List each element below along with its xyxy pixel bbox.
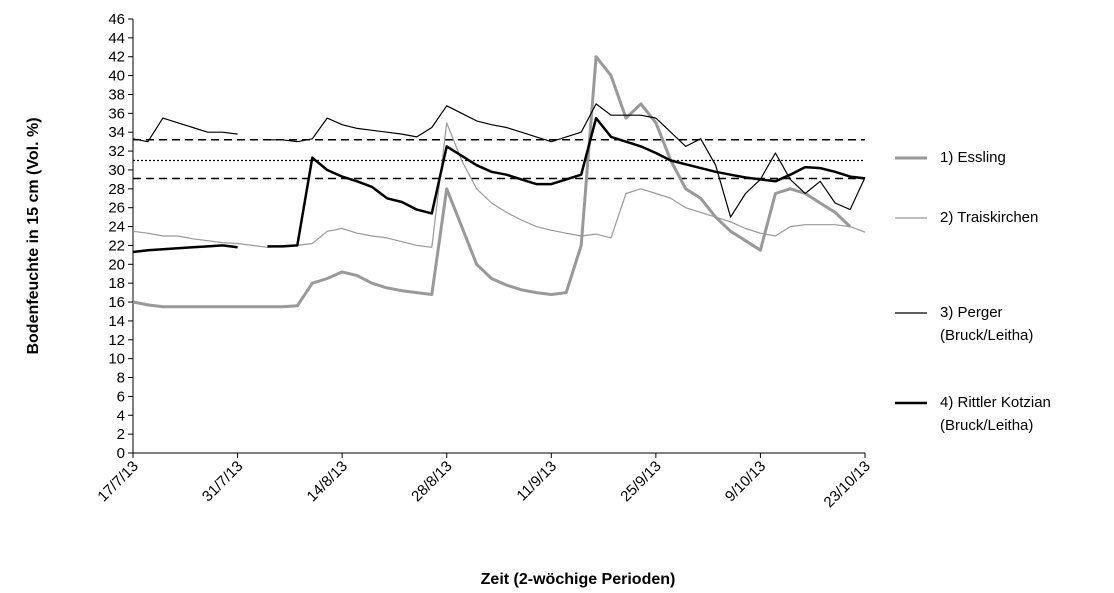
y-tick-label: 44	[108, 30, 125, 47]
y-tick-label: 4	[117, 407, 125, 424]
y-tick-label: 46	[108, 11, 125, 28]
y-tick-label: 2	[117, 426, 125, 443]
legend-label: 3) Perger (Bruck/Leitha)	[940, 304, 1034, 344]
y-tick-label: 26	[108, 200, 125, 217]
legend-label: 4) Rittler Kotzian (Bruck/Leitha)	[940, 394, 1051, 434]
y-axis-label: Bodenfeuchte in 15 cm (Vol. %)	[25, 117, 42, 354]
x-tick-label: 23/10/13	[821, 458, 874, 511]
y-tick-label: 42	[108, 49, 125, 66]
x-tick-label: 25/9/13	[617, 458, 664, 505]
series-line	[132, 55, 852, 309]
y-tick-label: 32	[108, 143, 125, 160]
y-tick-label: 28	[108, 181, 125, 198]
y-tick-label: 16	[108, 294, 125, 311]
y-tick-label: 20	[108, 256, 125, 273]
legend-label: 2) Traiskirchen	[940, 209, 1039, 226]
y-tick-label: 34	[108, 124, 125, 141]
y-tick-label: 8	[117, 370, 125, 387]
y-tick-label: 10	[108, 351, 125, 368]
y-tick-label: 18	[108, 275, 125, 292]
x-tick-label: 14/8/13	[304, 458, 351, 505]
y-tick-label: 14	[108, 313, 125, 330]
y-tick-label: 30	[108, 162, 125, 179]
y-tick-label: 6	[117, 388, 125, 405]
x-tick-label: 31/7/13	[199, 458, 246, 505]
series-line	[132, 116, 866, 254]
x-tick-label: 9/10/13	[722, 458, 769, 505]
y-tick-label: 0	[117, 445, 125, 462]
y-tick-label: 40	[108, 68, 125, 85]
y-tick-label: 12	[108, 332, 125, 349]
x-tick-label: 11/9/13	[513, 458, 560, 505]
y-tick-label: 38	[108, 86, 125, 103]
y-tick-label: 36	[108, 105, 125, 122]
series-line	[132, 122, 866, 248]
y-tick-label: 22	[108, 237, 125, 254]
legend-label: 1) Essling	[940, 149, 1006, 166]
x-tick-label: 28/8/13	[408, 458, 455, 505]
series-line	[132, 103, 866, 218]
x-axis-label: Zeit (2-wöchige Perioden)	[481, 571, 676, 588]
x-tick-label: 17/7/13	[94, 458, 141, 505]
y-tick-label: 24	[108, 219, 125, 236]
